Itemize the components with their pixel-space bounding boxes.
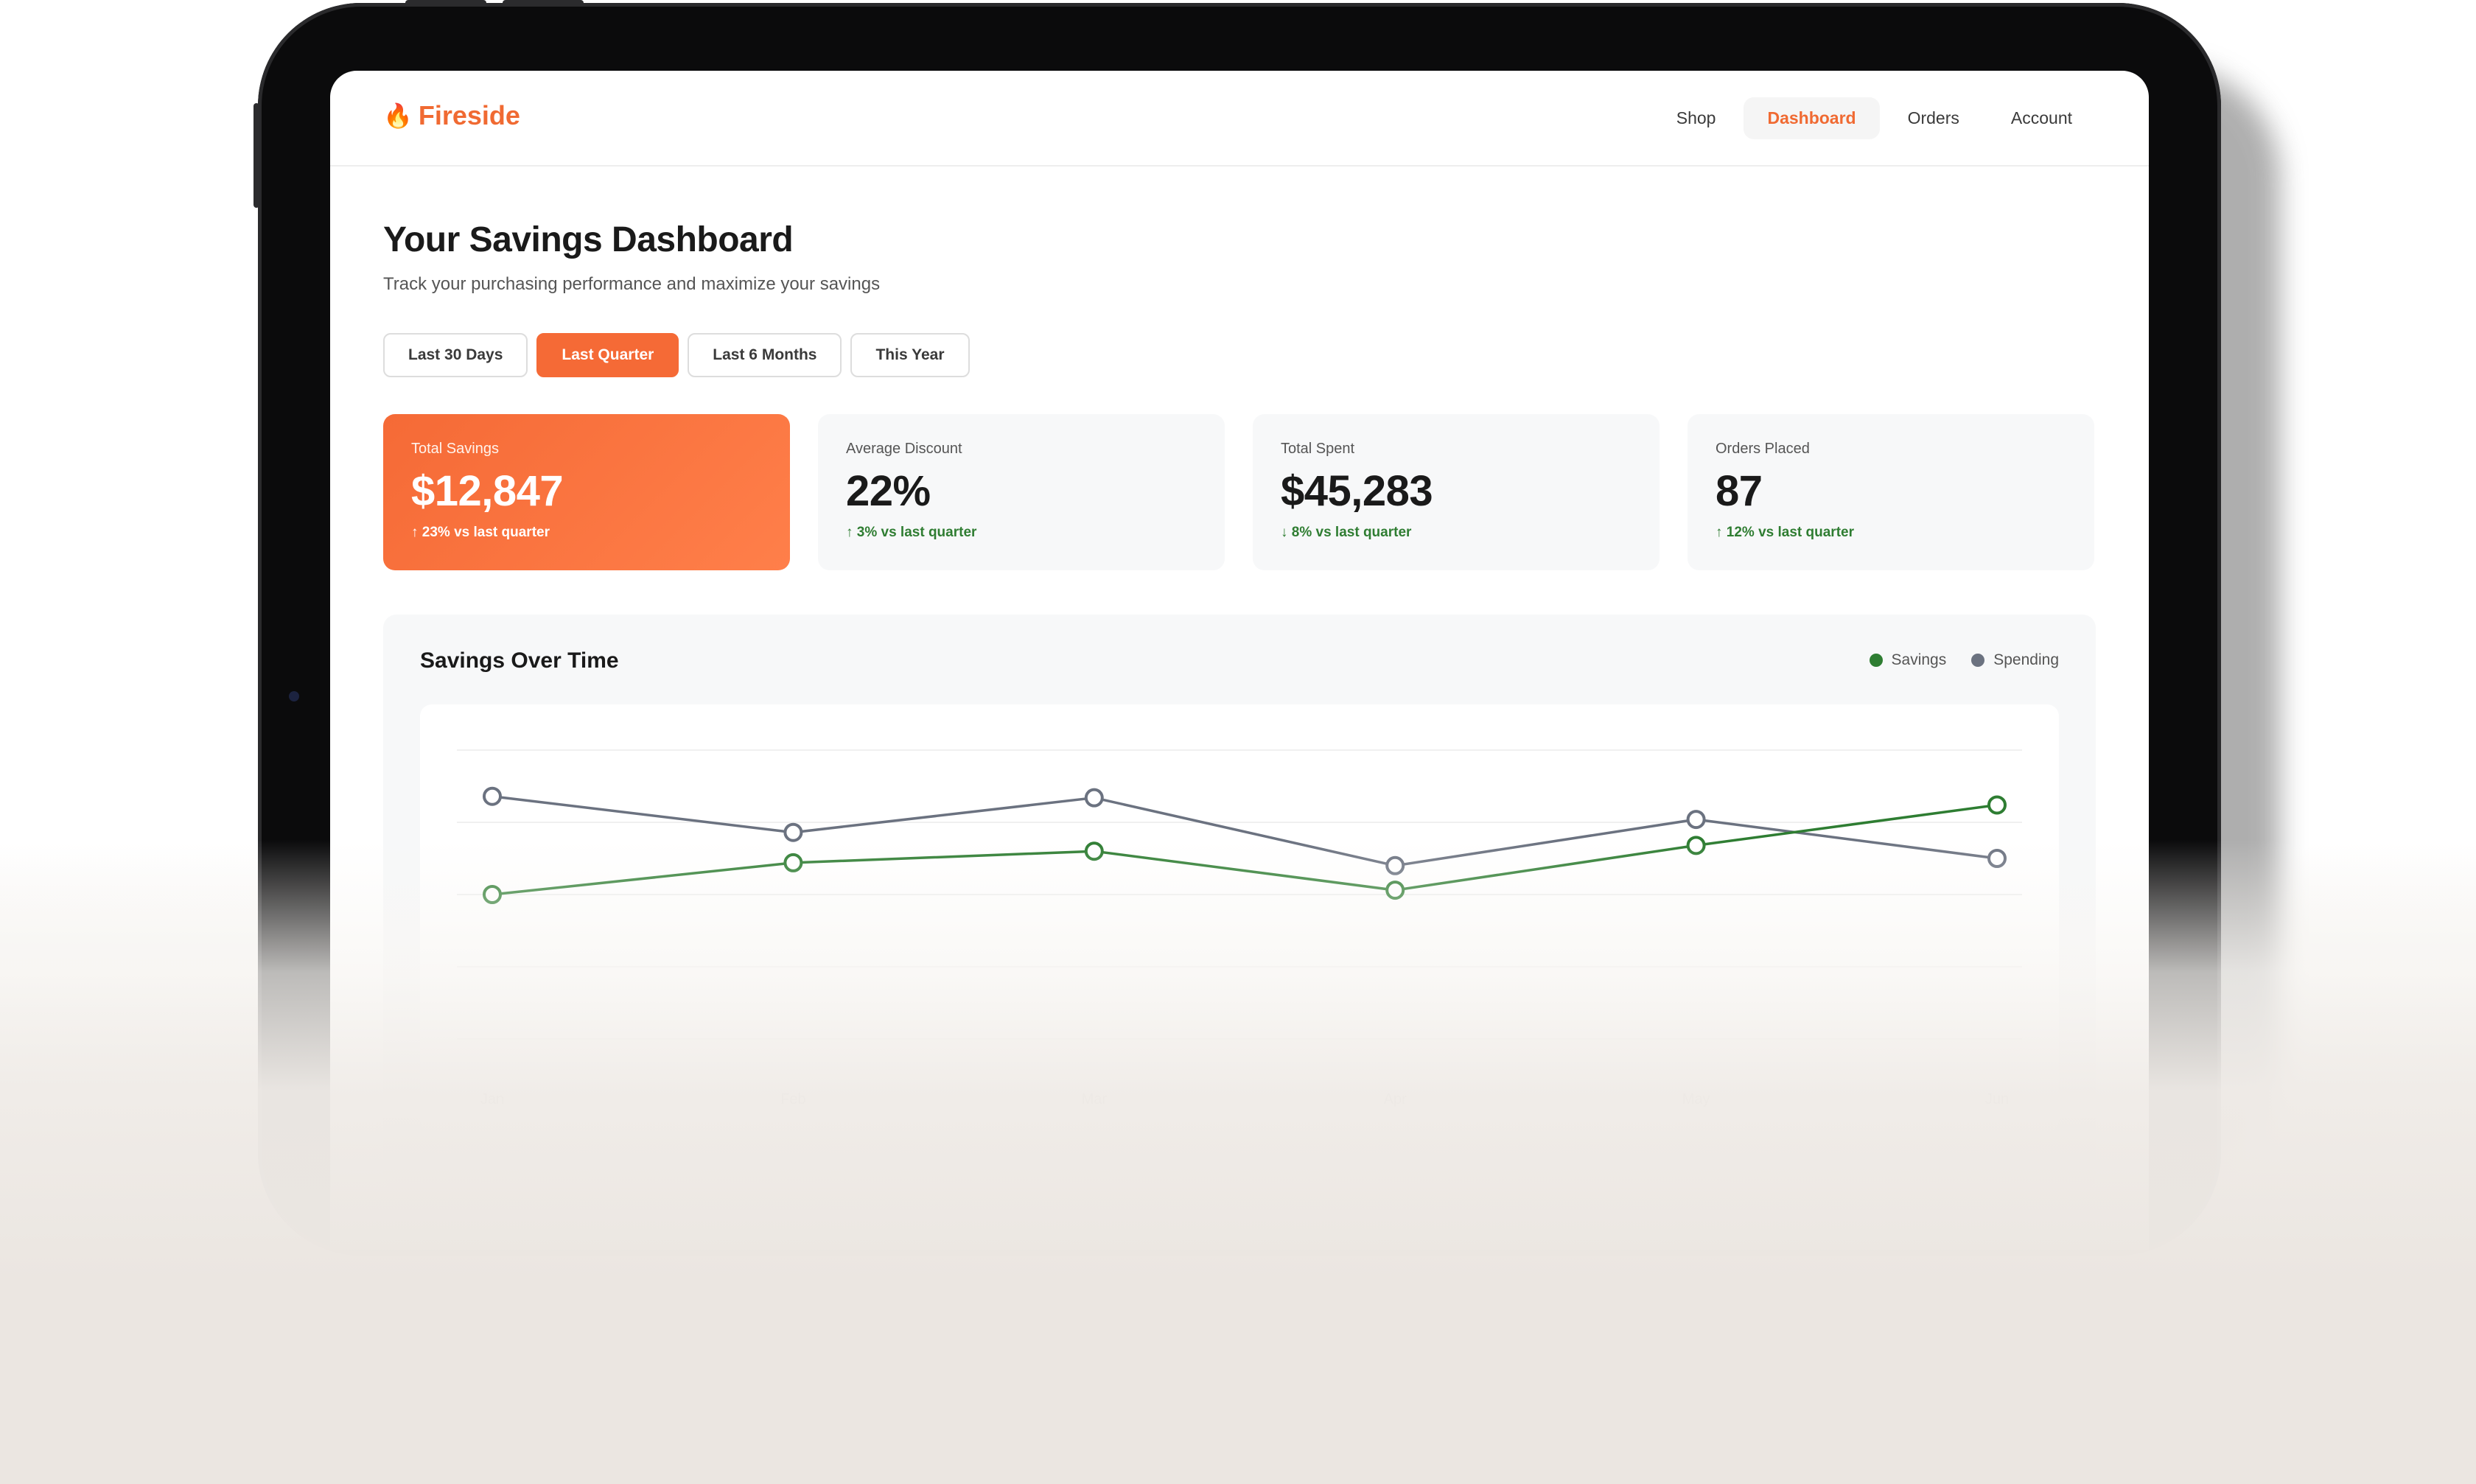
filter-last-6-months[interactable]: Last 6 Months	[688, 333, 842, 377]
stat-value: $12,847	[411, 467, 564, 515]
tablet-side-button	[253, 103, 259, 208]
legend-label-savings: Savings	[1891, 651, 1947, 668]
legend-dot-savings	[1869, 654, 1883, 667]
stat-delta: ↓ 8% vs last quarter	[1281, 525, 1412, 540]
chart-plot-area: Jan Feb Mar Apr May Jun	[420, 704, 2059, 1132]
nav-account[interactable]: Account	[2010, 108, 2072, 127]
stat-card-total-savings: Total Savings $12,847 ↑ 23% vs last quar…	[383, 414, 790, 570]
chart-title: Savings Over Time	[420, 648, 619, 673]
stats-row: Total Savings $12,847 ↑ 23% vs last quar…	[383, 414, 2094, 570]
app-screen: 🔥 Fireside Shop Dashboard Orders Account…	[330, 71, 2149, 1250]
stat-card-orders-placed: Orders Placed 87 ↑ 12% vs last quarter	[1688, 414, 2094, 570]
x-tick-label: Apr	[1384, 1091, 1407, 1107]
nav-dashboard[interactable]: Dashboard	[1744, 97, 1880, 139]
date-range-filters: Last 30 Days Last Quarter Last 6 Months …	[383, 333, 970, 377]
stat-card-total-spent: Total Spent $45,283 ↓ 8% vs last quarter	[1253, 414, 1660, 570]
legend-item-spending[interactable]: Spending	[1971, 651, 2059, 669]
stat-value: 87	[1716, 467, 1763, 515]
page-subtitle: Track your purchasing performance and ma…	[383, 274, 881, 294]
filter-this-year[interactable]: This Year	[850, 333, 970, 377]
filter-last-quarter[interactable]: Last Quarter	[536, 333, 679, 377]
x-tick-label: Jun	[1985, 1091, 2009, 1107]
filter-last-30-days[interactable]: Last 30 Days	[383, 333, 528, 377]
camera-icon	[289, 691, 299, 701]
legend-item-savings[interactable]: Savings	[1869, 651, 1947, 669]
brand-logo[interactable]: 🔥 Fireside	[383, 100, 520, 131]
data-point-spending	[1385, 855, 1405, 875]
stat-delta: ↑ 3% vs last quarter	[846, 525, 977, 540]
stat-delta: ↑ 12% vs last quarter	[1716, 525, 1854, 540]
stat-label: Total Spent	[1281, 441, 1355, 457]
data-point-savings	[483, 885, 502, 904]
nav-links: Shop Dashboard Orders Account	[1653, 97, 2096, 139]
stat-card-average-discount: Average Discount 22% ↑ 3% vs last quarte…	[818, 414, 1225, 570]
x-tick-label: Mar	[1082, 1091, 1108, 1107]
legend-dot-spending	[1971, 654, 1985, 667]
stat-label: Average Discount	[846, 441, 962, 457]
data-point-savings	[1686, 836, 1706, 855]
x-tick-label: May	[1682, 1091, 1710, 1107]
stat-label: Orders Placed	[1716, 441, 1810, 457]
nav-shop[interactable]: Shop	[1676, 108, 1716, 127]
data-point-savings	[1385, 881, 1405, 900]
flame-icon: 🔥	[383, 102, 413, 129]
data-point-savings	[783, 853, 803, 872]
x-tick-label: Feb	[780, 1091, 805, 1107]
series-line-savings	[492, 803, 1998, 896]
data-point-spending	[783, 822, 803, 842]
stat-delta: ↑ 23% vs last quarter	[411, 525, 550, 540]
top-navbar: 🔥 Fireside Shop Dashboard Orders Account	[330, 71, 2149, 167]
stat-value: $45,283	[1281, 467, 1433, 515]
nav-orders[interactable]: Orders	[1907, 108, 1959, 127]
data-point-savings	[1084, 841, 1104, 861]
brand-name: Fireside	[418, 100, 520, 130]
page-title: Your Savings Dashboard	[383, 220, 794, 259]
data-point-savings	[1987, 795, 2007, 815]
series-line-spending	[492, 794, 1998, 867]
data-point-spending	[483, 786, 502, 806]
data-point-spending	[1686, 810, 1706, 830]
tablet-top-button-1	[405, 0, 486, 6]
x-tick-label: Jan	[480, 1091, 504, 1107]
chart-legend: Savings Spending	[1869, 651, 2059, 669]
savings-chart-panel: Savings Over Time Savings Spending Jan Fe…	[383, 615, 2096, 1189]
legend-label-spending: Spending	[1993, 651, 2059, 668]
stat-value: 22%	[846, 467, 931, 515]
data-point-spending	[1084, 788, 1104, 808]
data-point-spending	[1987, 849, 2007, 868]
tablet-top-button-2	[503, 0, 584, 6]
stat-label: Total Savings	[411, 441, 499, 457]
line-chart: Jan Feb Mar Apr May Jun	[457, 749, 2022, 1107]
